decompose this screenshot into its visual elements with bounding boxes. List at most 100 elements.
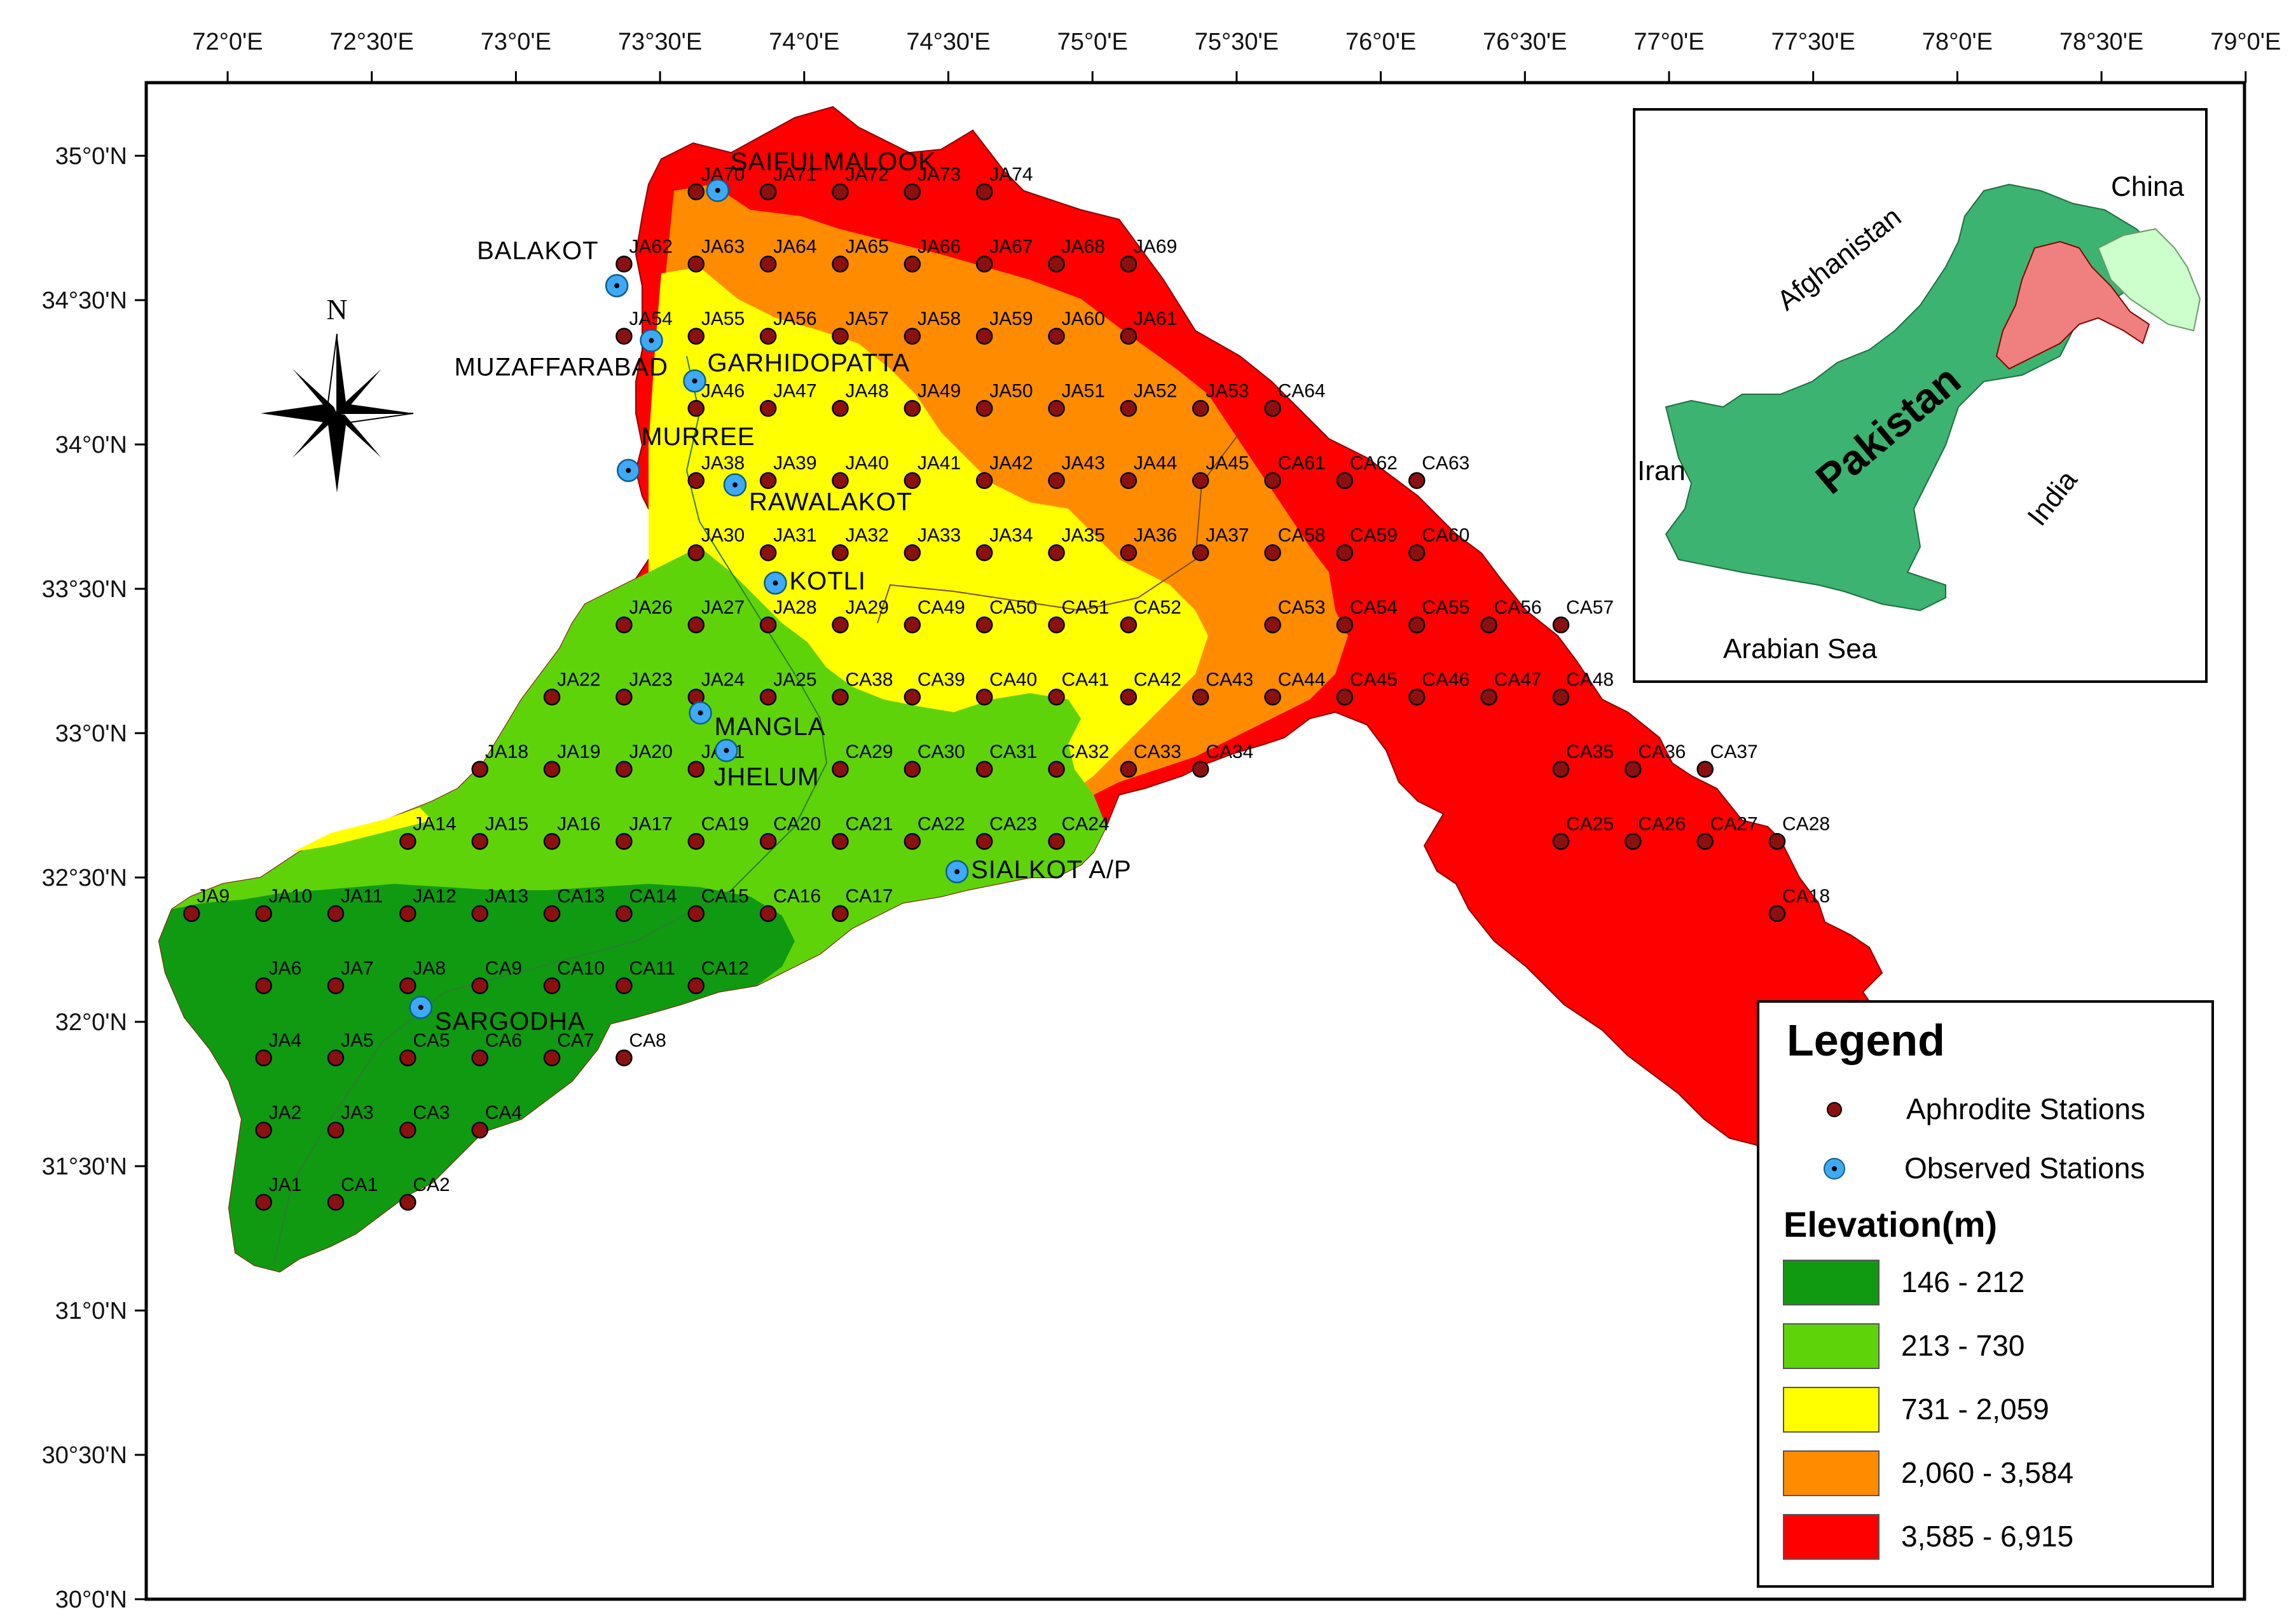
aphrodite-station-marker: [399, 1122, 416, 1139]
aphrodite-station-label: CA43: [1206, 669, 1253, 690]
aphrodite-station-label: CA9: [485, 958, 522, 979]
aphrodite-station-marker: [543, 833, 561, 850]
observed-station-center: [649, 338, 654, 343]
aphrodite-station-marker: [183, 905, 200, 922]
aphrodite-station-marker: [832, 256, 849, 273]
aphrodite-station-marker: [255, 1122, 272, 1139]
aphrodite-station-marker: [1048, 760, 1065, 778]
aphrodite-station-label: JA4: [269, 1030, 302, 1051]
north-label: N: [326, 293, 347, 326]
aphrodite-station-marker: [1408, 544, 1426, 561]
aphrodite-station-marker: [1480, 689, 1497, 706]
aphrodite-station-label: JA67: [989, 236, 1033, 257]
aphrodite-station-label: JA25: [773, 669, 816, 690]
aphrodite-station-label: JA46: [701, 380, 745, 401]
aphrodite-station-marker: [687, 833, 705, 850]
aphrodite-station-marker: [1264, 400, 1281, 417]
aphrodite-station-marker: [1768, 833, 1786, 850]
inset-china-part: [2097, 228, 2201, 332]
aphrodite-station-label: JA8: [413, 958, 446, 979]
aphrodite-station-label: JA41: [918, 453, 961, 474]
aphrodite-station-label: CA35: [1566, 741, 1614, 762]
aphrodite-station-marker: [543, 1049, 561, 1066]
aphrodite-station-label: JA61: [1134, 308, 1177, 329]
aphrodite-station-label: CA15: [701, 886, 749, 907]
legend-class-label: 3,585 - 6,915: [1901, 1520, 2073, 1553]
aphrodite-station-marker: [1336, 544, 1354, 561]
aphrodite-station-label: JA74: [989, 164, 1033, 185]
aphrodite-station-label: JA56: [773, 308, 816, 329]
aphrodite-station-marker: [399, 833, 416, 850]
lon-tick-label: 78°0'E: [1922, 29, 1993, 55]
lon-tick-label: 73°0'E: [481, 29, 551, 55]
inset-map: China Afghanistan Iran Pakistan India Ar…: [1633, 108, 2208, 683]
aphrodite-station-label: CA27: [1710, 813, 1758, 834]
aphrodite-station-marker: [1696, 760, 1714, 778]
aphrodite-station-marker: [759, 833, 777, 850]
river-jhelum: [273, 355, 828, 1266]
aphrodite-station-marker: [904, 616, 921, 633]
lon-tick-label: 72°0'E: [192, 29, 263, 55]
legend-observed-label: Observed Stations: [1904, 1152, 2145, 1185]
aphrodite-station-marker: [759, 905, 777, 922]
inset-label-iran: Iran: [1637, 455, 1686, 486]
observed-station-label: JHELUM: [713, 763, 819, 791]
aphrodite-station-marker: [399, 977, 416, 994]
aphrodite-station-marker: [687, 327, 705, 345]
aphrodite-station-label: JA48: [845, 380, 888, 401]
aphrodite-station-marker: [1552, 833, 1570, 850]
elevation-strip-west: [292, 808, 432, 852]
river-chenab: [877, 432, 1241, 624]
aphrodite-station-marker: [615, 760, 633, 778]
aphrodite-station-marker: [1768, 905, 1786, 922]
legend-swatch: [1783, 1450, 1880, 1496]
aphrodite-station-label: JA65: [845, 236, 888, 257]
aphrodite-station-label: JA62: [629, 236, 672, 257]
aphrodite-station-label: JA7: [341, 958, 374, 979]
aphrodite-station-marker: [1120, 544, 1138, 561]
aphrodite-station-label: JA31: [773, 525, 816, 546]
aphrodite-station-label: CA8: [629, 1030, 666, 1051]
aphrodite-station-marker: [1336, 616, 1354, 633]
aphrodite-station-marker: [1120, 760, 1138, 778]
aphrodite-station-label: JA16: [557, 813, 600, 834]
aphrodite-station-marker: [255, 1194, 272, 1211]
outer-frame: [145, 81, 2246, 1600]
aphrodite-station-marker: [1048, 327, 1065, 345]
aphrodite-station-marker: [255, 977, 272, 994]
aphrodite-station-label: JA34: [989, 525, 1033, 546]
aphrodite-station-marker: [759, 544, 777, 561]
lon-tick-label: 78°30'E: [2059, 29, 2143, 55]
aphrodite-station-marker: [975, 689, 993, 706]
aphrodite-station-marker: [1120, 616, 1138, 633]
aphrodite-station-marker: [759, 327, 777, 345]
aphrodite-station-marker: [687, 544, 705, 561]
aphrodite-station-label: CA7: [557, 1030, 594, 1051]
observed-station-center: [954, 869, 960, 874]
aphrodite-station-label: CA57: [1566, 597, 1614, 618]
aphrodite-station-marker: [975, 472, 993, 489]
aphrodite-station-label: CA1: [341, 1174, 378, 1195]
aphrodite-station-label: CA5: [413, 1030, 450, 1051]
aphrodite-station-label: JA47: [773, 380, 816, 401]
aphrodite-station-label: JA6: [269, 958, 302, 979]
aphrodite-station-label: CA18: [1782, 886, 1830, 907]
aphrodite-station-label: CA44: [1278, 669, 1326, 690]
aphrodite-station-label: CA53: [1278, 597, 1326, 618]
aphrodite-station-marker: [1625, 760, 1642, 778]
aphrodite-station-label: JA55: [701, 308, 745, 329]
aphrodite-station-marker: [832, 544, 849, 561]
aphrodite-station-marker: [399, 1049, 416, 1066]
aphrodite-station-label: CA30: [918, 741, 965, 762]
observed-station-center: [692, 378, 698, 384]
aphrodite-station-marker: [615, 1049, 633, 1066]
aphrodite-station-marker: [1408, 616, 1426, 633]
aphrodite-station-label: CA36: [1638, 741, 1686, 762]
aphrodite-station-label: CA34: [1206, 741, 1253, 762]
aphrodite-station-marker: [543, 689, 561, 706]
lon-tick-label: 79°0'E: [2210, 29, 2281, 55]
aphrodite-station-marker: [1192, 760, 1209, 778]
aphrodite-station-label: CA24: [1062, 813, 1110, 834]
aphrodite-station-label: JA60: [1062, 308, 1105, 329]
